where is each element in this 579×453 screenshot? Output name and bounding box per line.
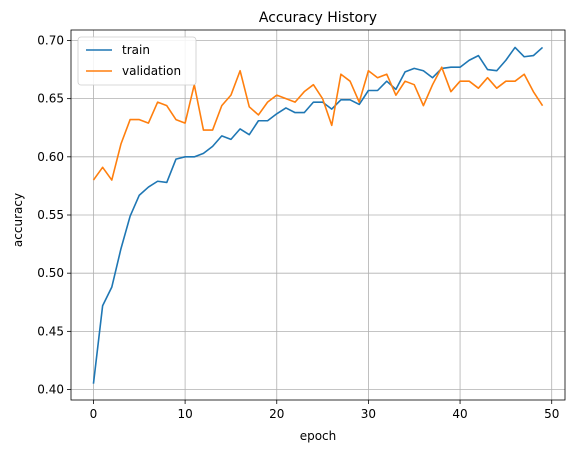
x-tick-label: 0	[90, 407, 98, 421]
x-axis-ticks: 0 10 20 30 40 50	[90, 400, 559, 421]
gridlines	[71, 30, 565, 400]
y-tick-label: 0.60	[37, 150, 64, 164]
series-layer	[92, 46, 544, 384]
series-line-train	[92, 46, 544, 384]
legend: train validation	[77, 36, 197, 86]
y-tick-label: 0.45	[37, 324, 64, 338]
y-tick-label: 0.55	[37, 208, 64, 222]
series-line-validation	[92, 66, 544, 181]
x-tick-label: 30	[361, 407, 376, 421]
y-axis-ticks: 0.40 0.45 0.50 0.55 0.60 0.65 0.70	[37, 33, 71, 397]
x-tick-label: 50	[544, 407, 559, 421]
y-tick-label: 0.50	[37, 266, 64, 280]
chart-title: Accuracy History	[259, 10, 377, 26]
legend-label-validation: validation	[122, 64, 181, 78]
y-tick-label: 0.40	[37, 383, 64, 397]
y-axis-label: accuracy	[11, 193, 25, 247]
legend-label-train: train	[122, 43, 150, 57]
y-tick-label: 0.65	[37, 92, 64, 106]
y-tick-label: 0.70	[37, 33, 64, 47]
x-tick-label: 10	[177, 407, 192, 421]
x-tick-label: 40	[452, 407, 467, 421]
legend-box	[77, 36, 197, 86]
x-tick-label: 20	[269, 407, 284, 421]
x-axis-label: epoch	[300, 429, 337, 443]
